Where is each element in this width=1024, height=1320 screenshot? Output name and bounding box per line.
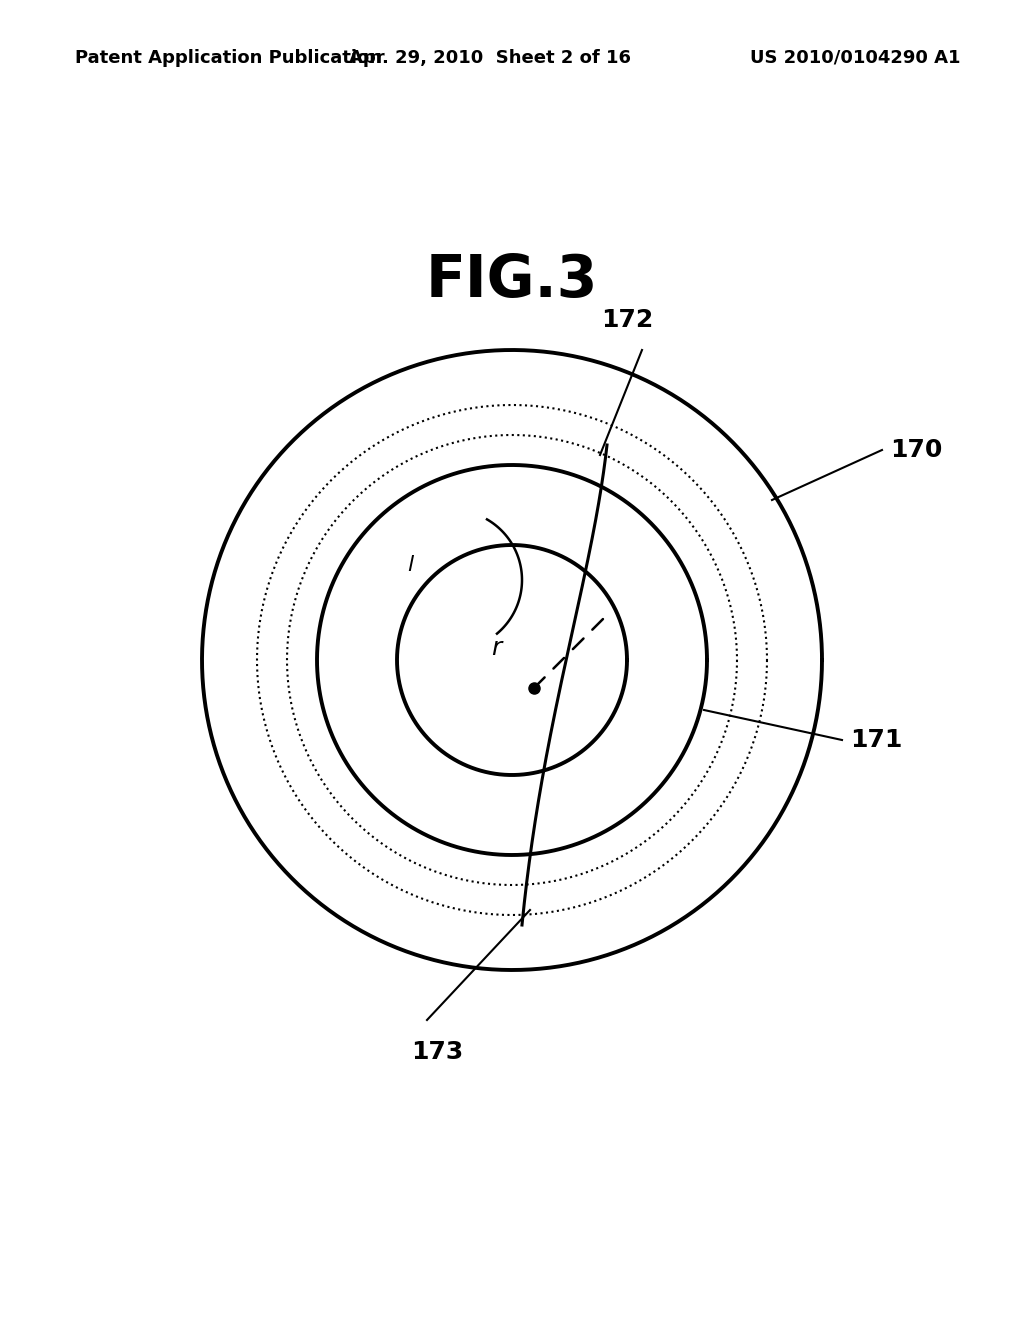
Text: 173: 173 <box>411 1040 463 1064</box>
Text: 170: 170 <box>890 438 942 462</box>
Text: US 2010/0104290 A1: US 2010/0104290 A1 <box>750 49 961 67</box>
Text: r: r <box>490 636 501 660</box>
Text: FIG.3: FIG.3 <box>426 252 598 309</box>
Text: 171: 171 <box>850 729 902 752</box>
Text: Patent Application Publication: Patent Application Publication <box>75 49 382 67</box>
Text: Apr. 29, 2010  Sheet 2 of 16: Apr. 29, 2010 Sheet 2 of 16 <box>349 49 631 67</box>
Text: l: l <box>407 554 413 576</box>
Text: 172: 172 <box>601 308 653 333</box>
